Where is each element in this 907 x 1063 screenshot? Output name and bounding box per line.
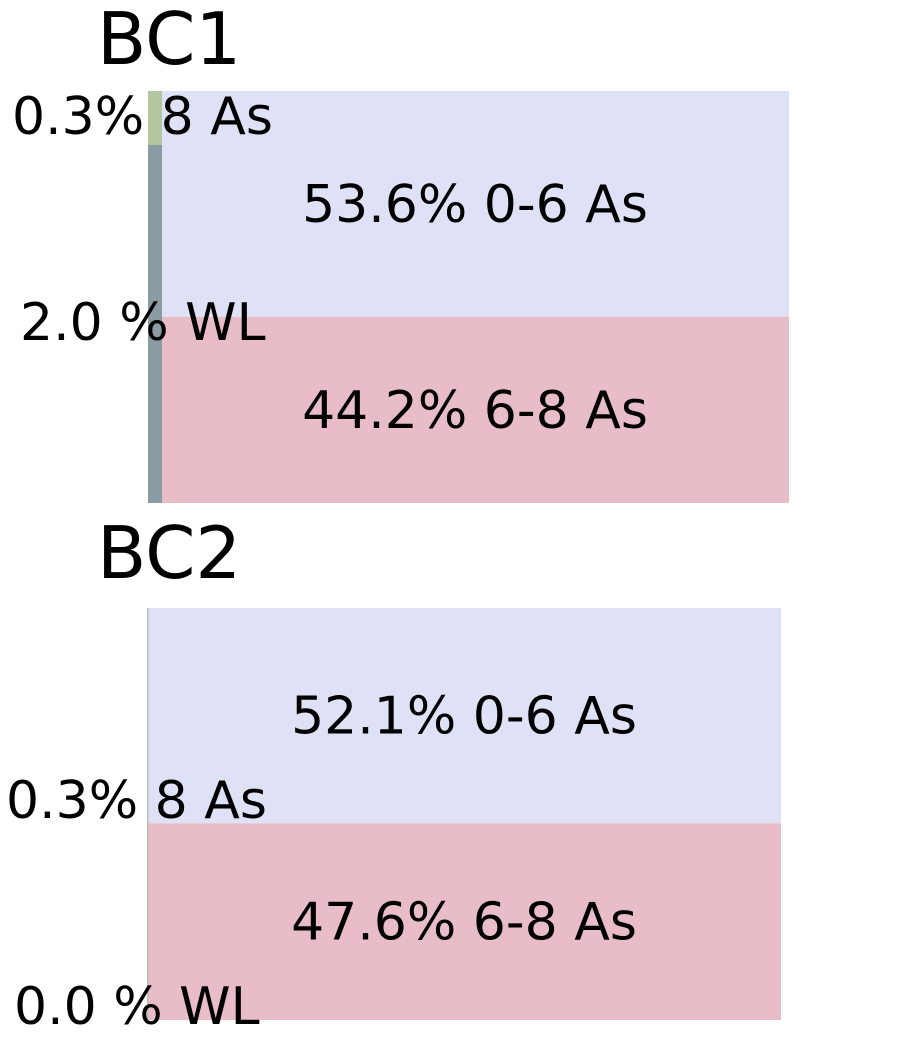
side-label-wl: 0.0 % WL	[14, 977, 260, 1037]
side-label-8-as: 0.3% 8 As	[6, 771, 267, 831]
bar-segment-0-6-as	[147, 608, 781, 824]
bar-segment-6-8-as	[148, 316, 789, 503]
side-label-8-as: 0.3% 8 As	[12, 87, 273, 147]
segment-label: 52.1% 0-6 As	[291, 687, 637, 747]
bar-segment-6-8-as	[147, 823, 781, 1020]
chart-title: BC1	[97, 0, 241, 81]
side-label-wl: 2.0 % WL	[20, 293, 266, 353]
segment-label: 53.6% 0-6 As	[302, 175, 648, 235]
chart-title: BC2	[97, 511, 241, 595]
side-bar-segment-8-as	[148, 91, 162, 145]
bar-segment-0-6-as	[148, 91, 789, 317]
side-bar-segment-8-as	[147, 608, 149, 1020]
segment-label: 47.6% 6-8 As	[291, 893, 637, 953]
side-bar-segment-wl	[148, 145, 162, 503]
segment-label: 44.2% 6-8 As	[302, 381, 648, 441]
